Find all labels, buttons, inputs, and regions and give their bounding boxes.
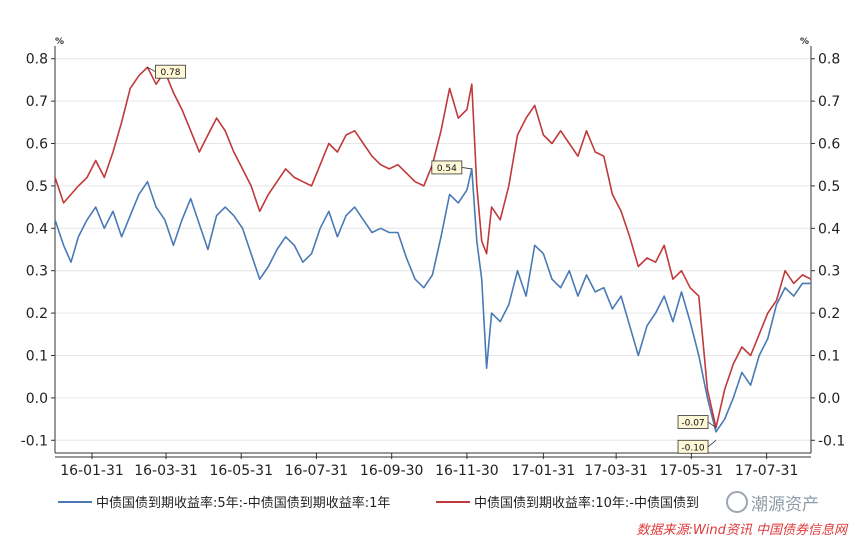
axes: % % bbox=[54, 37, 812, 458]
annotation-label: -0.07 bbox=[681, 419, 704, 429]
annotation-label: -0.10 bbox=[681, 443, 705, 453]
watermark-text: 潮源资产 bbox=[751, 495, 819, 515]
annotation-label: 0.54 bbox=[437, 164, 457, 174]
chart: % % -0.1 -0.1 0.0 0.0 0.1 0.1 0.2 0.2 0.3 0.3 0.4 0… bbox=[21, 37, 846, 479]
legend: 中债国债到期收益率:5年:-中债国债到期收益率:1年 中债国债到期收益率:10年… bbox=[58, 492, 858, 512]
y-tick-label-left: 0.7 bbox=[26, 94, 48, 110]
y-tick-label-left: 0.8 bbox=[26, 52, 48, 68]
legend-label-5y: 中债国债到期收益率:5年:-中债国债到期收益率:1年 bbox=[96, 496, 391, 511]
legend-label-10y: 中债国债到期收益率:10年:-中债国债到 bbox=[474, 496, 699, 511]
series-line-10y bbox=[54, 66, 812, 429]
x-tick-label: 16-09-30 bbox=[360, 463, 424, 479]
source-note: 数据来源:Wind资讯 中国债券信息网 bbox=[636, 523, 847, 538]
y-tick-labels: -0.1 -0.1 0.0 0.0 0.1 0.1 0.2 0.2 0.3 0.3 0.4 0.4 0.… bbox=[21, 52, 846, 450]
annotation-label: 0.78 bbox=[160, 68, 180, 78]
y-tick-label-left: 0.1 bbox=[26, 348, 48, 364]
left-unit-label: % bbox=[55, 37, 64, 47]
legend-item-5y: 中债国债到期收益率:5年:-中债国债到期收益率:1年 bbox=[58, 492, 390, 511]
y-tick-label-left: 0.6 bbox=[26, 137, 48, 153]
legend-item-10y: 中债国债到期收益率:10年:-中债国债到 bbox=[436, 492, 699, 511]
x-tick-label: 16-11-30 bbox=[435, 463, 499, 479]
watermark-logo: 潮源资产 bbox=[726, 490, 819, 515]
series-line-5y bbox=[54, 168, 811, 433]
y-tick-label-right: 0.7 bbox=[818, 94, 840, 110]
x-tick-label: 16-05-31 bbox=[209, 463, 273, 479]
wechat-icon bbox=[726, 491, 748, 513]
x-tick-labels: 16-01-31 16-03-31 16-05-31 16-07-31 16-09-30… bbox=[60, 453, 798, 479]
x-tick-label: 16-03-31 bbox=[134, 463, 198, 479]
series-lines bbox=[54, 66, 812, 433]
annotations: 0.78 0.54 -0.07 -0.10 bbox=[147, 64, 717, 454]
right-unit-label: % bbox=[800, 37, 809, 47]
y-tick-label-right: 0.2 bbox=[818, 306, 840, 322]
y-tick-label-right: 0.3 bbox=[818, 264, 840, 280]
y-tick-label-right: 0.8 bbox=[818, 52, 840, 68]
x-tick-label: 16-07-31 bbox=[285, 463, 349, 479]
annotation-leader bbox=[707, 439, 717, 448]
grid-lines bbox=[55, 58, 811, 441]
annotation-box bbox=[155, 64, 186, 79]
annotation-box bbox=[677, 415, 709, 429]
annotation-leader bbox=[707, 421, 717, 428]
y-tick-label-left: -0.1 bbox=[21, 433, 48, 449]
y-tick-label-right: 0.0 bbox=[818, 391, 840, 407]
x-tick-label: 17-05-31 bbox=[660, 463, 724, 479]
y-tick-label-left: 0.4 bbox=[26, 221, 48, 237]
legend-swatch-5y bbox=[58, 500, 92, 503]
y-tick-label-right: 0.4 bbox=[818, 221, 840, 237]
y-tick-label-right: 0.1 bbox=[818, 348, 840, 364]
y-tick-label-right: 0.5 bbox=[818, 179, 840, 195]
y-tick-label-left: 0.3 bbox=[26, 264, 48, 280]
x-tick-label: 16-01-31 bbox=[60, 463, 124, 479]
x-tick-label: 17-07-31 bbox=[735, 463, 799, 479]
annotation-leader bbox=[147, 66, 156, 73]
annotation-box bbox=[431, 160, 463, 175]
x-tick-label: 17-01-31 bbox=[512, 463, 576, 479]
y-tick-label-left: 0.2 bbox=[26, 306, 48, 322]
y-tick-label-left: 0.5 bbox=[26, 179, 48, 195]
x-tick-label: 17-03-31 bbox=[584, 463, 648, 479]
y-tick-label-right: -0.1 bbox=[818, 433, 845, 449]
legend-swatch-10y bbox=[436, 500, 470, 503]
y-tick-label-left: 0.0 bbox=[26, 391, 48, 407]
y-tick-label-right: 0.6 bbox=[818, 137, 840, 153]
annotation-box bbox=[677, 439, 709, 454]
annotation-leader bbox=[461, 167, 472, 170]
